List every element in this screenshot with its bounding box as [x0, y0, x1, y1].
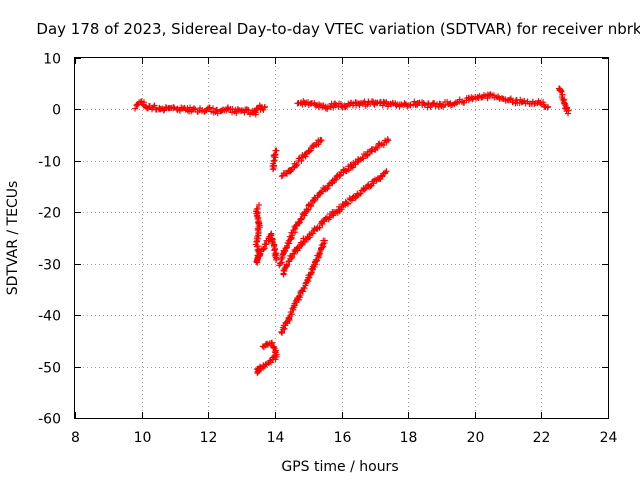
y-tick-label: -10: [38, 155, 61, 171]
chart-title: Day 178 of 2023, Sidereal Day-to-day VTE…: [36, 20, 640, 38]
x-tick-label: 16: [334, 430, 352, 446]
y-tick-label: -60: [38, 412, 61, 428]
data-series: [279, 137, 325, 179]
data-point-marker: [319, 137, 325, 143]
y-tick-label: -50: [38, 361, 61, 377]
y-tick-label: -30: [38, 258, 61, 274]
data-points: [132, 86, 571, 377]
x-tick-label: 12: [200, 430, 218, 446]
y-tick-label: -40: [38, 309, 61, 325]
x-tick-label: 20: [467, 430, 485, 446]
data-series: [295, 91, 552, 112]
data-series: [132, 98, 268, 117]
data-series: [253, 148, 280, 377]
y-tick-label: 10: [43, 52, 61, 68]
axes: 8 10 12 14 16 18 20 22 24 10 0 -10 -20 -30 -40 -50 -60: [38, 52, 617, 447]
x-tick-label: 8: [71, 430, 80, 446]
y-axis-label: SDTVAR / TECUs: [5, 181, 21, 296]
grid-lines: [75, 58, 608, 418]
y-tick-label: 0: [52, 103, 61, 119]
x-tick-label: 22: [533, 430, 551, 446]
x-axis-label: GPS time / hours: [281, 459, 398, 475]
data-point-marker: [385, 137, 391, 143]
data-series: [556, 86, 571, 117]
x-tick-label: 18: [400, 430, 418, 446]
x-tick-label: 10: [134, 430, 152, 446]
x-tick-label: 24: [600, 430, 618, 446]
x-tick-label: 14: [267, 430, 285, 446]
data-series: [278, 238, 328, 336]
plot-frame: [75, 58, 609, 419]
y-tick-label: -20: [38, 206, 61, 222]
sdtvar-chart: Day 178 of 2023, Sidereal Day-to-day VTE…: [0, 0, 640, 480]
data-point-marker: [337, 172, 343, 178]
